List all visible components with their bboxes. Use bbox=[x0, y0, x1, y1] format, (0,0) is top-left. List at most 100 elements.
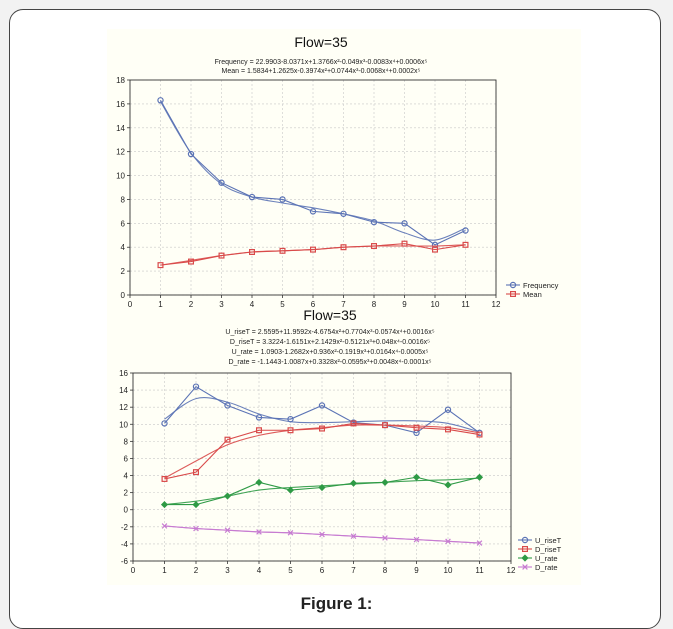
data-point-u_rate bbox=[412, 473, 421, 481]
data-point-d_rate bbox=[319, 531, 325, 538]
data-point-d_rate bbox=[193, 525, 199, 532]
y-tick-label: 2 bbox=[121, 267, 126, 276]
data-point-u_rate bbox=[318, 483, 326, 492]
equation-label: D_rate = -1.1443-1.0087x+0.3328x²-0.0595… bbox=[228, 359, 431, 366]
x-tick-label: 10 bbox=[431, 300, 440, 309]
data-point-d_rate bbox=[224, 527, 231, 534]
data-point-d_riset bbox=[445, 426, 452, 433]
legend-marker bbox=[521, 545, 528, 552]
y-tick-label: 4 bbox=[124, 472, 129, 481]
series-line-d_riset bbox=[164, 422, 480, 480]
data-point-u_rate bbox=[192, 501, 200, 509]
data-point-d_rate bbox=[382, 535, 388, 541]
data-point-mean bbox=[462, 241, 469, 248]
x-tick-label: 0 bbox=[128, 300, 133, 309]
y-tick-label: 16 bbox=[116, 100, 125, 109]
data-point-mean bbox=[249, 249, 256, 256]
data-point-u_riset bbox=[444, 406, 452, 413]
data-point-u_rate bbox=[223, 492, 232, 500]
x-tick-label: 5 bbox=[280, 300, 285, 309]
chart-1: Flow=35 Frequency = 22.9903-8.0371x+1.376… bbox=[116, 34, 559, 309]
data-point-frequency bbox=[370, 218, 378, 226]
y-tick-label: -6 bbox=[121, 557, 129, 566]
data-point-frequency bbox=[401, 220, 408, 227]
data-point-u_rate bbox=[444, 481, 452, 489]
x-tick-label: 8 bbox=[383, 566, 388, 575]
x-tick-label: 3 bbox=[219, 300, 224, 309]
x-tick-label: 1 bbox=[162, 566, 167, 575]
x-tick-label: 9 bbox=[414, 566, 419, 575]
fit-curve-mean bbox=[160, 244, 466, 266]
data-point-u_rate bbox=[349, 479, 358, 487]
figure-caption: Figure 1: bbox=[300, 594, 373, 613]
legend-marker bbox=[510, 291, 517, 298]
data-point-d_rate bbox=[161, 523, 168, 529]
data-point-u_riset bbox=[318, 402, 326, 409]
data-point-frequency bbox=[309, 208, 317, 215]
x-tick-label: 5 bbox=[288, 566, 293, 575]
data-point-u_riset bbox=[192, 383, 200, 390]
data-point-d_rate bbox=[445, 538, 451, 545]
chart-2: Flow=35 U_riseT = 2.5595+11.9592x-4.6754x… bbox=[119, 307, 562, 575]
legend-label: Frequency bbox=[523, 281, 559, 290]
legend-label: D_riseT bbox=[535, 545, 562, 554]
y-tick-label: 10 bbox=[116, 172, 125, 181]
data-point-u_rate bbox=[286, 486, 295, 494]
data-point-d_riset bbox=[476, 431, 483, 438]
data-point-u_riset bbox=[224, 402, 231, 409]
y-tick-label: 6 bbox=[124, 454, 129, 463]
y-tick-label: 8 bbox=[121, 195, 126, 204]
x-tick-label: 8 bbox=[372, 300, 377, 309]
data-point-frequency bbox=[340, 210, 347, 217]
chart-title: Flow=35 bbox=[303, 307, 357, 323]
x-tick-label: 7 bbox=[341, 300, 346, 309]
equation-label: U_riseT = 2.5595+11.9592x-4.6754x²+0.770… bbox=[225, 329, 434, 336]
data-point-d_rate bbox=[350, 533, 357, 540]
fit-curve-frequency bbox=[160, 101, 466, 241]
series-line-u_riset bbox=[164, 385, 480, 434]
x-tick-label: 11 bbox=[475, 566, 484, 575]
legend-marker bbox=[509, 281, 517, 289]
x-tick-label: 4 bbox=[250, 300, 255, 309]
data-point-mean bbox=[218, 252, 225, 259]
data-point-d_riset bbox=[161, 475, 168, 482]
data-point-d_riset bbox=[287, 427, 294, 434]
data-point-mean bbox=[279, 247, 286, 254]
legend-marker bbox=[521, 536, 529, 544]
data-point-d_riset bbox=[256, 427, 263, 434]
data-point-frequency bbox=[187, 150, 195, 158]
data-point-mean bbox=[432, 246, 439, 253]
data-point-d_riset bbox=[319, 425, 326, 432]
y-tick-label: 16 bbox=[119, 369, 128, 378]
data-point-u_riset bbox=[255, 414, 263, 421]
y-tick-label: 2 bbox=[124, 489, 129, 498]
data-point-d_rate bbox=[256, 529, 262, 535]
x-tick-label: 1 bbox=[158, 300, 163, 309]
series-line-mean bbox=[160, 243, 466, 266]
data-point-u_riset bbox=[287, 415, 294, 423]
data-point-d_riset bbox=[382, 422, 389, 429]
x-tick-label: 12 bbox=[507, 566, 516, 575]
data-point-mean bbox=[340, 244, 347, 251]
data-point-u_rate bbox=[255, 478, 263, 486]
y-tick-label: 10 bbox=[119, 420, 128, 429]
data-point-d_riset bbox=[413, 424, 420, 431]
chart-title: Flow=35 bbox=[294, 34, 348, 50]
y-tick-label: 18 bbox=[116, 76, 125, 85]
series-line-frequency bbox=[160, 100, 466, 246]
equation-label: Mean = 1.5834+1.2625x-0.3974x²+0.0744x³-… bbox=[222, 68, 421, 75]
x-tick-label: 11 bbox=[461, 300, 470, 309]
y-tick-label: 0 bbox=[121, 291, 126, 300]
data-point-frequency bbox=[462, 227, 469, 234]
data-point-u_rate bbox=[160, 501, 169, 509]
data-point-frequency bbox=[279, 196, 286, 203]
x-tick-label: 10 bbox=[444, 566, 453, 575]
data-point-frequency bbox=[248, 193, 256, 201]
legend-label: U_rate bbox=[535, 554, 558, 563]
x-tick-label: 6 bbox=[311, 300, 316, 309]
x-tick-label: 4 bbox=[257, 566, 262, 575]
x-tick-label: 2 bbox=[194, 566, 199, 575]
legend-label: D_rate bbox=[535, 563, 558, 572]
y-tick-label: 8 bbox=[124, 437, 129, 446]
